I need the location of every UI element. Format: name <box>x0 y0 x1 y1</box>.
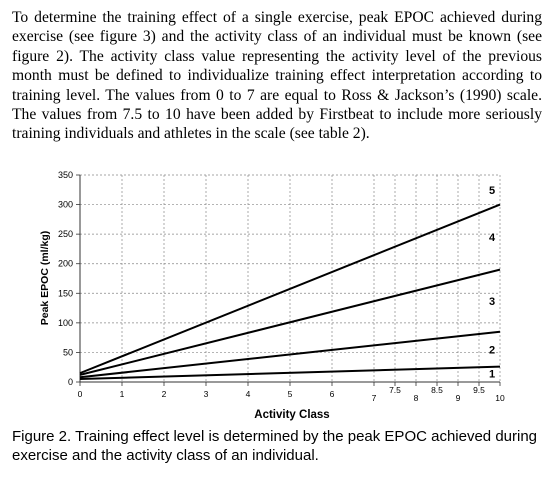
x-tick-label: 10 <box>495 393 505 403</box>
x-tick-label: 1 <box>120 389 125 399</box>
y-tick-label: 350 <box>58 170 73 180</box>
x-tick-label: 6 <box>330 389 335 399</box>
zone-label-3: 3 <box>489 296 495 308</box>
x-tick-label: 4 <box>246 389 251 399</box>
epoc-chart: 0 50 100 150 200 250 300 350 0 1 2 3 4 5 6 7 7.5 8 8.5 9 9.5… <box>39 170 505 421</box>
y-tick-label: 250 <box>58 229 73 239</box>
x-tick-label: 9.5 <box>473 385 485 395</box>
zone-label-1: 1 <box>489 369 495 381</box>
y-tick-label: 200 <box>58 259 73 269</box>
zone-label-5: 5 <box>489 185 495 197</box>
y-axis-label: Peak EPOC (ml/kg) <box>39 231 51 326</box>
y-tick-label: 100 <box>58 318 73 328</box>
series-line-3 <box>79 268 501 376</box>
x-tick-label: 5 <box>288 389 293 399</box>
zone-label-2: 2 <box>489 344 495 356</box>
chart-labels: 1 2 3 4 5 <box>489 185 496 381</box>
y-tick-label: 300 <box>58 200 73 210</box>
x-tick-label: 3 <box>204 389 209 399</box>
x-tick-label: 8.5 <box>431 385 443 395</box>
chart-lines <box>79 203 501 381</box>
zone-label-4: 4 <box>489 232 496 244</box>
series-line-2 <box>79 330 501 379</box>
chart-grid <box>80 174 501 382</box>
x-tick-label: 9 <box>456 393 461 403</box>
body-paragraph: To determine the training effect of a si… <box>12 9 542 143</box>
series-line-5 <box>79 203 501 375</box>
x-tick-label: 2 <box>162 389 167 399</box>
y-tick-label: 50 <box>63 347 73 357</box>
y-tick-label: 0 <box>68 377 73 387</box>
x-tick-label: 0 <box>78 389 83 399</box>
x-tick-label: 7.5 <box>389 385 401 395</box>
series-line-1 <box>79 365 501 381</box>
y-tick-label: 150 <box>58 288 73 298</box>
figure-caption: Figure 2. Training effect level is deter… <box>12 428 538 464</box>
x-axis-label: Activity Class <box>254 409 329 421</box>
x-tick-label: 8 <box>414 393 419 403</box>
chart-axes: 0 50 100 150 200 250 300 350 0 1 2 3 4 5 6 7 7.5 8 8.5 9 9.5… <box>58 170 505 403</box>
x-tick-label: 7 <box>372 393 377 403</box>
